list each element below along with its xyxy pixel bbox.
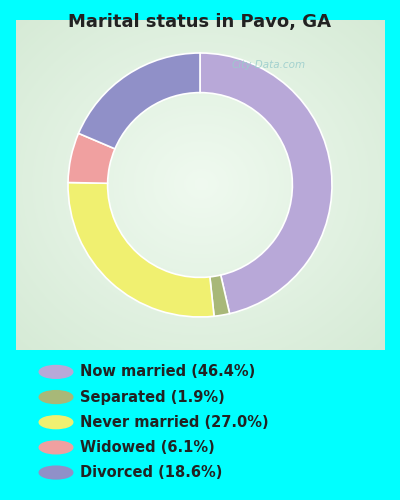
Text: City-Data.com: City-Data.com: [232, 60, 306, 70]
Circle shape: [39, 441, 73, 454]
Wedge shape: [200, 53, 332, 314]
Circle shape: [39, 390, 73, 404]
Text: Now married (46.4%): Now married (46.4%): [80, 364, 255, 380]
Circle shape: [39, 366, 73, 378]
Text: Separated (1.9%): Separated (1.9%): [80, 390, 225, 404]
Wedge shape: [68, 182, 214, 317]
Circle shape: [39, 416, 73, 428]
Text: Widowed (6.1%): Widowed (6.1%): [80, 440, 215, 455]
Text: Marital status in Pavo, GA: Marital status in Pavo, GA: [68, 12, 332, 30]
Wedge shape: [210, 275, 230, 316]
Text: Divorced (18.6%): Divorced (18.6%): [80, 465, 222, 480]
Text: Never married (27.0%): Never married (27.0%): [80, 414, 269, 430]
Wedge shape: [78, 53, 200, 149]
Wedge shape: [68, 134, 115, 184]
Circle shape: [39, 466, 73, 479]
